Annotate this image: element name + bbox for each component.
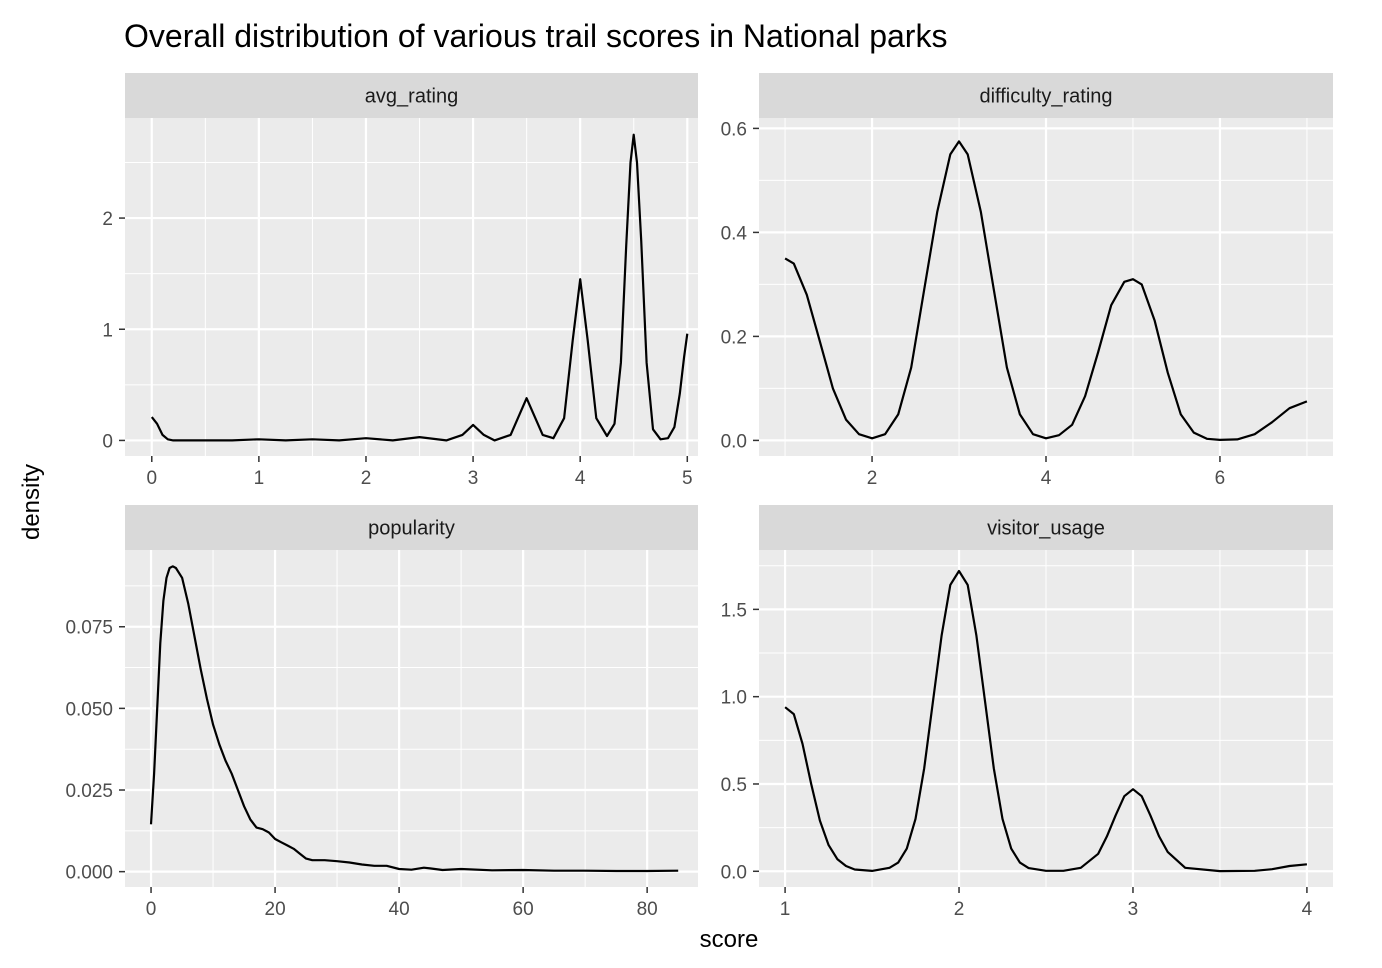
x-tick-label: 4 [1302, 899, 1313, 920]
x-tick-label: 3 [1128, 899, 1139, 920]
y-tick-label: 1.5 [721, 600, 747, 621]
density-line-avg-rating [150, 133, 689, 442]
facet-visitor-usage: visitor_usage 1 2 3 4 0.0 0.5 1.0 1.5 [721, 505, 1333, 920]
facet-strip [759, 73, 1333, 118]
x-tick-label: 3 [468, 468, 479, 489]
facet-strip-label: difficulty_rating [979, 86, 1112, 108]
x-axis-label: score [699, 926, 759, 953]
x-tick-label: 1 [254, 468, 265, 489]
facet-strip-label: avg_rating [365, 86, 458, 108]
x-tick-label: 0 [146, 899, 157, 920]
y-tick-label: 1 [102, 320, 113, 341]
panel-background [125, 118, 698, 456]
facet-strip-label: popularity [368, 518, 455, 540]
y-tick-label: 2 [102, 209, 113, 230]
x-tick-label: 60 [513, 899, 534, 920]
density-line-popularity [149, 565, 679, 873]
y-tick-label: 0.050 [65, 699, 113, 720]
x-tick-label: 4 [1041, 468, 1052, 489]
y-tick-label: 0.0 [721, 862, 747, 883]
y-tick-label: 0.0 [721, 431, 747, 452]
facet-strip [759, 505, 1333, 550]
facet-difficulty-rating: difficulty_rating 2 4 6 0.0 0.2 0.4 0.6 [721, 73, 1333, 489]
y-tick-label: 0.000 [65, 863, 113, 884]
y-tick-label: 0.2 [721, 327, 747, 348]
y-tick-label: 0.6 [721, 119, 747, 140]
x-tick-label: 1 [780, 899, 791, 920]
x-tick-label: 2 [361, 468, 372, 489]
density-line-visitor-usage [784, 569, 1308, 873]
x-tick-label: 4 [575, 468, 586, 489]
facet-avg-rating: avg_rating 0 1 2 3 4 5 0 1 2 [102, 73, 698, 489]
y-tick-label: 1.0 [721, 688, 747, 709]
y-tick-label: 0.075 [65, 618, 113, 639]
x-tick-label: 80 [637, 899, 658, 920]
y-tick-label: 0.5 [721, 775, 747, 796]
y-tick-label: 0 [102, 431, 113, 452]
x-tick-label: 6 [1215, 468, 1226, 489]
facet-strip [125, 73, 698, 118]
facet-popularity: popularity 0 20 40 60 80 0.000 0.025 0.050 0.075 [65, 505, 698, 920]
facet-strip [125, 505, 698, 550]
x-tick-label: 40 [389, 899, 410, 920]
x-tick-label: 2 [867, 468, 878, 489]
x-tick-label: 2 [954, 899, 965, 920]
y-tick-label: 0.025 [65, 781, 113, 802]
facet-strip-label: visitor_usage [987, 518, 1105, 540]
y-tick-label: 0.4 [721, 223, 748, 244]
chart-title: Overall distribution of various trail sc… [124, 18, 948, 54]
x-tick-label: 20 [265, 899, 286, 920]
x-tick-label: 0 [146, 468, 157, 489]
density-line-difficulty-rating [784, 140, 1308, 441]
x-tick-label: 5 [682, 468, 693, 489]
